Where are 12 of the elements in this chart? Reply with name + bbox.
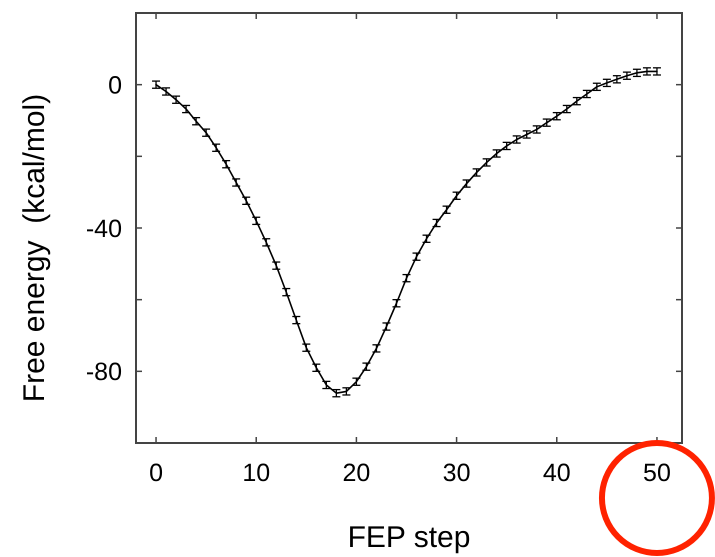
x-tick-label: 50 [643,459,671,487]
x-axis-title: FEP step [348,521,470,554]
x-tick-label: 20 [342,459,370,487]
y-tick-label: -80 [86,358,122,386]
x-tick-label: 10 [242,459,270,487]
x-tick-label: 30 [442,459,470,487]
y-tick-label: 0 [108,71,122,100]
x-tick-label: 0 [149,459,163,487]
y-axis-title: Free energy (kcal/mol) [18,94,51,402]
line-series [155,70,658,394]
y-tick-label: -40 [86,214,122,243]
x-tick-label: 40 [542,459,571,487]
